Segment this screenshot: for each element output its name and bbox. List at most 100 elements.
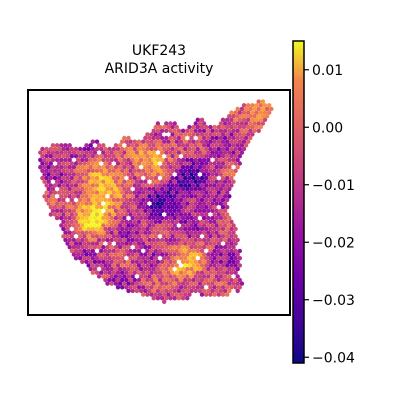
spot xyxy=(210,186,215,192)
spot xyxy=(134,179,140,184)
spot xyxy=(229,234,234,239)
colorbar-tick-label: −0.04 xyxy=(312,350,355,366)
spot xyxy=(82,205,87,210)
spot xyxy=(214,230,219,235)
spot xyxy=(157,285,163,290)
spot xyxy=(115,285,121,290)
spot xyxy=(235,259,240,264)
spot xyxy=(65,168,70,173)
spot xyxy=(256,121,261,126)
spot xyxy=(67,223,72,228)
spot xyxy=(197,237,203,243)
spot xyxy=(176,143,182,148)
spot xyxy=(107,277,112,283)
spot xyxy=(162,299,167,304)
spot xyxy=(201,266,207,272)
spot xyxy=(254,124,259,130)
spot xyxy=(111,270,117,275)
spot xyxy=(155,230,161,235)
spot xyxy=(233,256,238,261)
spot xyxy=(94,270,100,275)
spot xyxy=(197,128,203,133)
spot xyxy=(94,183,100,188)
spot xyxy=(214,288,219,294)
spot xyxy=(180,208,186,213)
spot xyxy=(170,226,175,232)
spot xyxy=(126,223,131,228)
spot xyxy=(145,248,150,254)
spot xyxy=(168,237,173,243)
spot xyxy=(155,259,161,264)
spot xyxy=(204,168,209,173)
spot xyxy=(151,296,156,301)
spot xyxy=(235,274,240,279)
spot xyxy=(162,197,167,203)
spot xyxy=(103,277,108,283)
spot xyxy=(191,241,196,246)
spot xyxy=(50,194,56,199)
spot xyxy=(187,270,192,275)
spot xyxy=(252,106,257,112)
spot xyxy=(151,288,156,294)
spot xyxy=(57,197,62,203)
spot xyxy=(128,234,133,239)
spot xyxy=(111,154,117,159)
colorbar-tick-label: −0.03 xyxy=(312,293,355,309)
spot xyxy=(59,172,64,177)
spot xyxy=(117,201,123,206)
spot xyxy=(90,226,96,232)
spot xyxy=(69,183,75,188)
spot xyxy=(86,263,91,268)
spot xyxy=(124,154,129,159)
spot xyxy=(103,219,108,224)
spot xyxy=(88,165,93,170)
spot xyxy=(185,157,190,163)
spot xyxy=(111,277,117,283)
spot xyxy=(185,252,190,257)
spot xyxy=(138,281,144,286)
spot xyxy=(227,179,232,184)
spot xyxy=(103,197,108,203)
spot xyxy=(59,165,64,170)
spot xyxy=(138,237,144,243)
spot xyxy=(69,168,75,173)
spot xyxy=(212,285,217,290)
spot xyxy=(170,285,175,290)
spot xyxy=(65,241,70,246)
spot xyxy=(164,165,169,170)
spot xyxy=(99,183,104,188)
spot xyxy=(229,248,234,254)
spot xyxy=(71,186,77,192)
spot xyxy=(153,205,158,210)
spot xyxy=(155,281,161,286)
spot xyxy=(204,270,209,275)
spot xyxy=(111,212,117,217)
spot xyxy=(225,241,230,246)
spot xyxy=(149,241,154,246)
spot xyxy=(164,296,169,301)
spot xyxy=(138,150,144,155)
spot xyxy=(130,172,135,177)
spot xyxy=(201,194,207,199)
spot xyxy=(210,245,215,250)
spot xyxy=(227,259,232,264)
spot xyxy=(201,121,207,126)
spot xyxy=(126,165,131,170)
spot xyxy=(187,161,192,166)
spot xyxy=(73,248,79,254)
spot xyxy=(176,172,182,177)
spot xyxy=(159,201,165,206)
spot xyxy=(159,237,165,243)
spot xyxy=(235,150,240,155)
spot xyxy=(225,168,230,173)
spot xyxy=(143,288,148,294)
spot xyxy=(239,150,245,155)
spot xyxy=(73,161,79,166)
spot xyxy=(143,135,148,141)
spot xyxy=(38,157,43,163)
spot xyxy=(147,259,152,264)
spot xyxy=(153,277,158,283)
spot xyxy=(262,110,268,115)
spot xyxy=(168,194,173,199)
spot xyxy=(206,172,211,177)
